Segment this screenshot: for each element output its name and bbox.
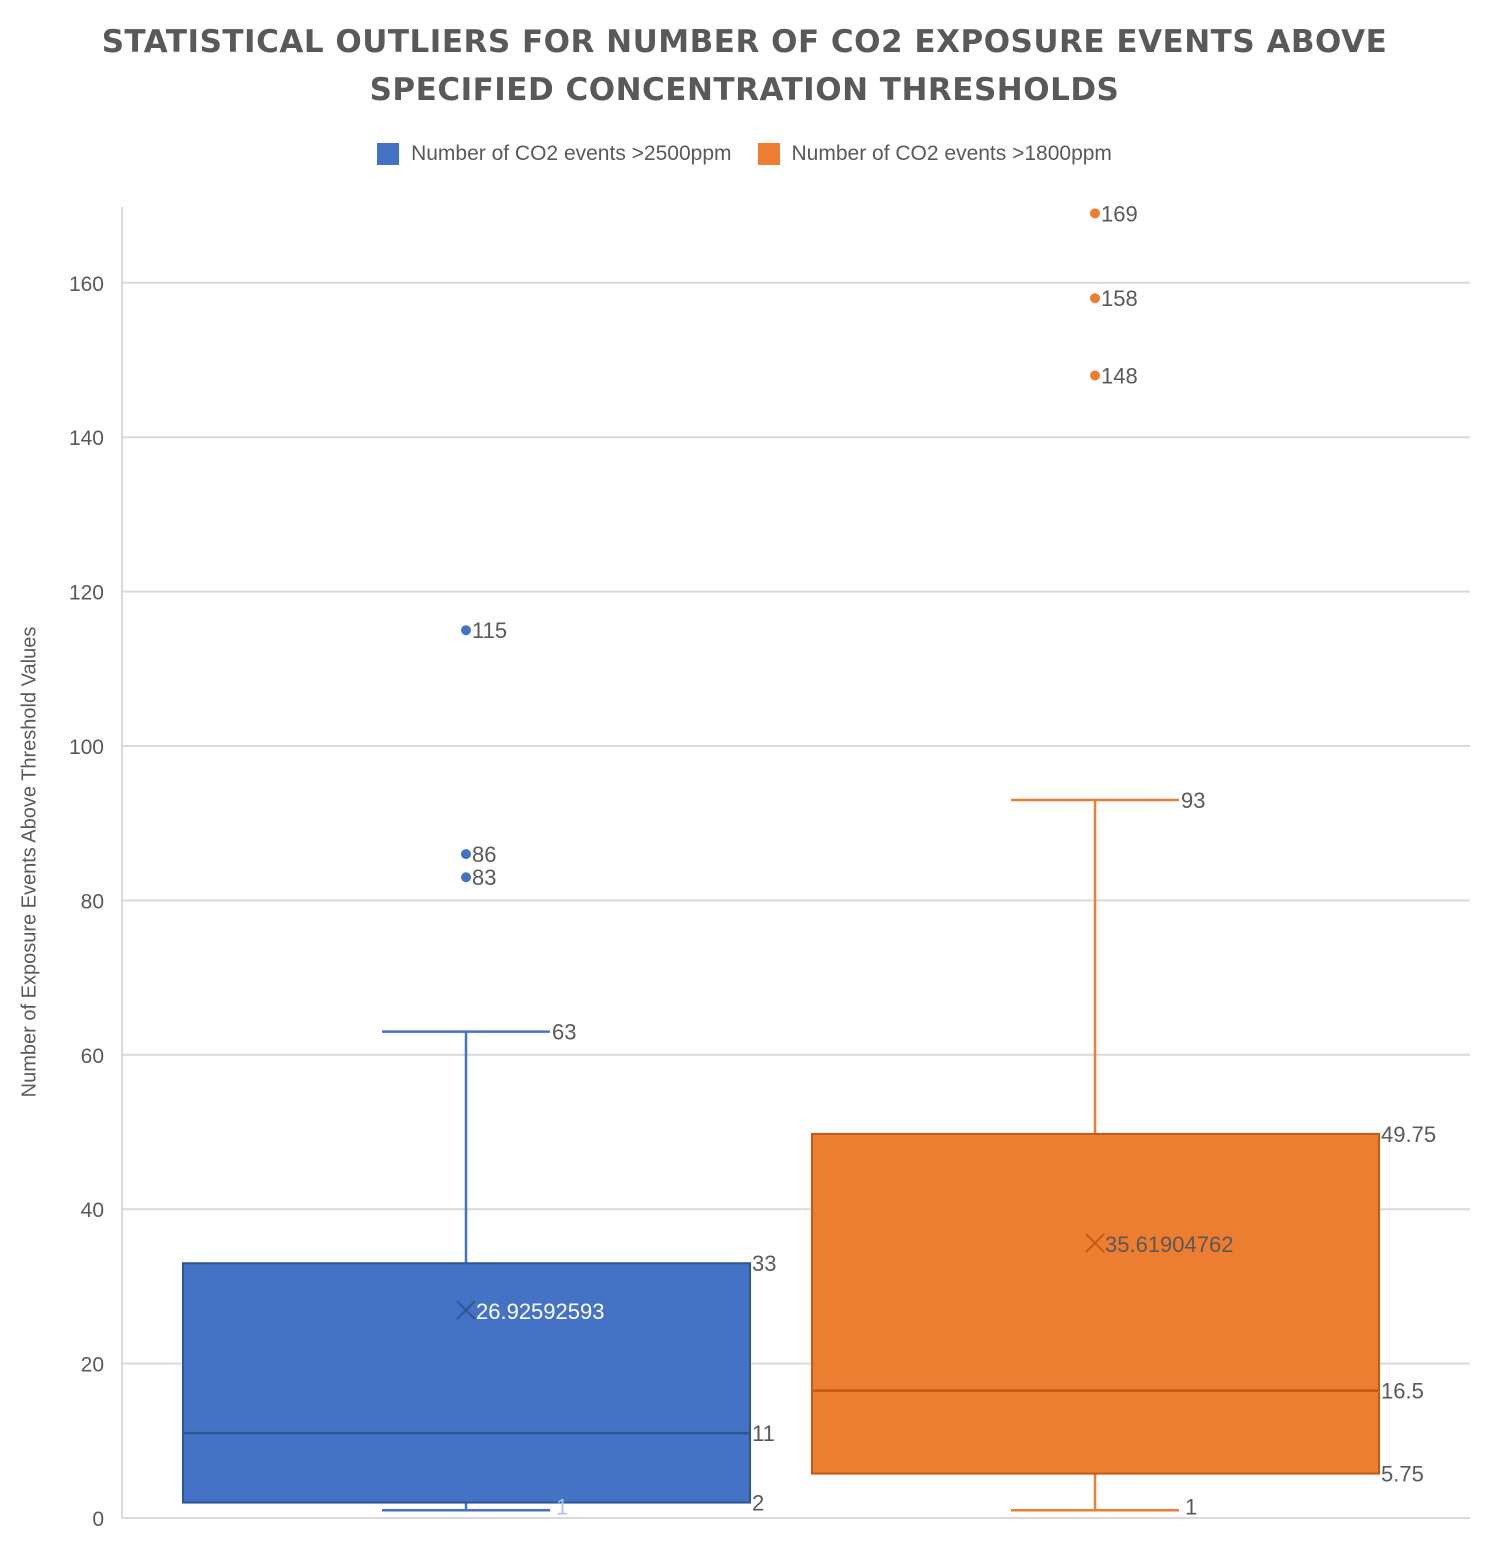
y-tick-label-160: 160 — [69, 273, 104, 296]
y-tick-label-20: 20 — [81, 1354, 104, 1377]
y-tick-label-0: 0 — [92, 1508, 104, 1531]
legend-label-1800ppm: Number of CO2 events >1800ppm — [791, 142, 1112, 165]
max-label-1800ppm: 93 — [1181, 788, 1205, 813]
outlier-point-2500ppm-0 — [461, 625, 471, 636]
y-tick-label-100: 100 — [69, 736, 104, 759]
legend-swatch-2500ppm — [377, 143, 400, 165]
y-tick-label-80: 80 — [81, 890, 104, 913]
y-tick-label-40: 40 — [81, 1199, 104, 1222]
mean-marker-b-1800ppm — [1085, 1233, 1105, 1253]
outlier-label-1800ppm-2: 148 — [1101, 363, 1138, 388]
q3-label-2500ppm: 33 — [752, 1251, 776, 1276]
y-tick-label-140: 140 — [69, 427, 104, 450]
max-label-2500ppm: 63 — [552, 1020, 576, 1045]
median-label-2500ppm: 11 — [752, 1421, 775, 1446]
outlier-label-2500ppm-1: 86 — [472, 842, 496, 867]
q1-label-2500ppm: 2 — [752, 1491, 764, 1516]
mean-marker-b-2500ppm — [456, 1300, 476, 1320]
q1-label-1800ppm: 5.75 — [1381, 1462, 1424, 1487]
outlier-point-2500ppm-2 — [461, 872, 471, 883]
y-tick-label-60: 60 — [81, 1045, 104, 1068]
mean-label-1800ppm: 35.61904762 — [1105, 1232, 1233, 1257]
outlier-point-1800ppm-2 — [1090, 370, 1100, 381]
q3-label-1800ppm: 49.75 — [1381, 1122, 1436, 1147]
chart-title: STATISTICAL OUTLIERS FOR NUMBER OF CO2 E… — [0, 18, 1489, 114]
outlier-point-2500ppm-1 — [461, 849, 471, 860]
chart-title-line-1: STATISTICAL OUTLIERS FOR NUMBER OF CO2 E… — [101, 24, 1388, 60]
outlier-label-1800ppm-1: 158 — [1101, 286, 1138, 311]
outlier-label-2500ppm-0: 115 — [472, 618, 507, 643]
min-label-2500ppm: 1 — [556, 1494, 568, 1519]
box-1800ppm — [811, 1132, 1380, 1475]
box-2500ppm — [182, 1262, 751, 1504]
median-label-1800ppm: 16.5 — [1381, 1379, 1424, 1404]
min-label-1800ppm: 1 — [1185, 1494, 1197, 1519]
outlier-label-1800ppm-0: 169 — [1101, 201, 1138, 226]
legend-item-1800ppm: Number of CO2 events >1800ppm — [757, 142, 1112, 166]
chart-title-line-2: SPECIFIED CONCENTRATION THRESHOLDS — [369, 72, 1120, 108]
legend-label-2500ppm: Number of CO2 events >2500ppm — [411, 142, 732, 165]
mean-label-2500ppm: 26.92592593 — [476, 1299, 604, 1324]
legend-item-2500ppm: Number of CO2 events >2500ppm — [377, 142, 732, 166]
outlier-label-2500ppm-2: 83 — [472, 865, 496, 890]
y-tick-label-120: 120 — [69, 582, 104, 605]
outlier-point-1800ppm-1 — [1090, 293, 1100, 304]
legend: Number of CO2 events >2500ppm Number of … — [0, 142, 1489, 166]
legend-swatch-1800ppm — [757, 143, 780, 165]
outlier-point-1800ppm-0 — [1090, 208, 1100, 219]
